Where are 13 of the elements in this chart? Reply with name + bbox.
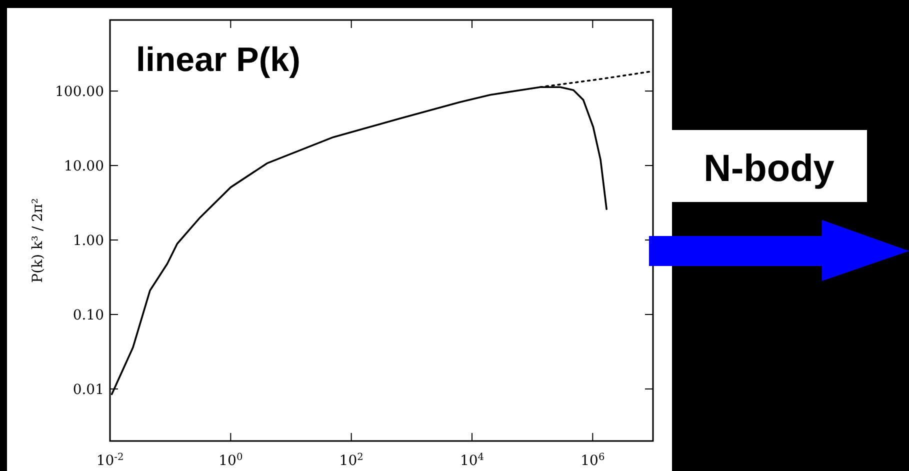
y-tick-label: 0.10 (72, 307, 104, 324)
x-tick-label: 10$^{-2}$ (96, 452, 124, 469)
x-tick-label: 10$^{2}$ (339, 452, 364, 469)
y-tick-label: 1.00 (72, 233, 104, 250)
text: linear P(k) (136, 41, 300, 79)
y-tick-label: 0.01 (72, 382, 104, 398)
y-axis-title: P(k) k³ / 2π² (30, 198, 46, 283)
text: N-body (704, 148, 834, 190)
y-tick-label: 100.00 (55, 84, 104, 100)
x-tick-label: 10$^{4}$ (460, 452, 484, 469)
x-tick-label: 10$^{0}$ (218, 452, 243, 469)
y-tick-label: 10.00 (64, 158, 104, 175)
x-tick-label: 10$^{6}$ (580, 452, 605, 469)
